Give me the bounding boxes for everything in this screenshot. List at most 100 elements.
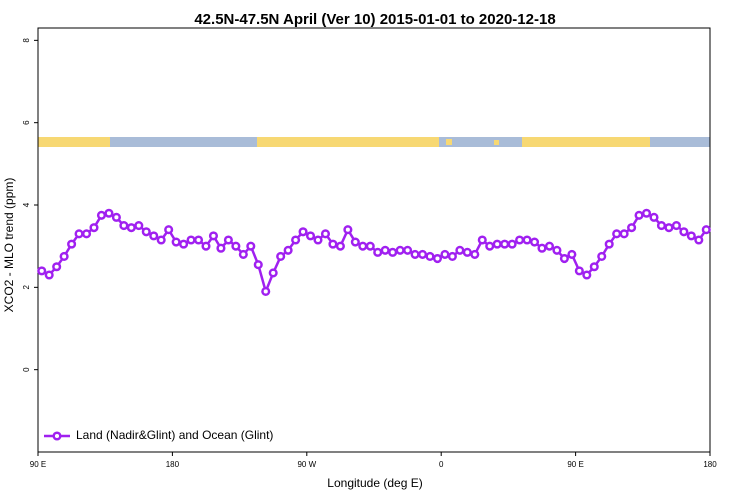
data-point — [373, 247, 383, 257]
data-point — [455, 245, 465, 255]
surface-strip — [38, 137, 710, 147]
data-point — [149, 231, 159, 241]
data-point — [52, 262, 62, 272]
data-point — [246, 241, 256, 251]
x-tick-label: 90 E — [567, 460, 583, 469]
data-point — [477, 235, 487, 245]
data-point — [417, 249, 428, 259]
data-point — [89, 223, 99, 233]
data-point — [335, 241, 345, 251]
data-point — [298, 227, 308, 237]
land-band — [522, 137, 650, 147]
data-point — [358, 241, 368, 251]
data-point — [462, 247, 472, 257]
data-point — [395, 245, 405, 255]
data-point — [44, 270, 54, 280]
data-point — [529, 237, 540, 247]
y-tick-label: 8 — [22, 38, 31, 43]
x-tick-label: 180 — [166, 460, 180, 469]
data-point — [582, 270, 592, 280]
data-point — [350, 237, 360, 247]
data-point — [432, 253, 443, 264]
x-tick-label: 90 W — [297, 460, 316, 469]
data-point — [559, 253, 569, 264]
data-point — [328, 239, 338, 249]
data-point — [522, 235, 532, 245]
data-point — [104, 208, 114, 218]
data-point — [186, 235, 196, 245]
y-tick-label: 6 — [22, 120, 31, 125]
legend-marker — [52, 431, 62, 441]
data-point — [537, 243, 547, 253]
data-point — [238, 249, 248, 259]
data-point — [447, 251, 457, 262]
data-point — [268, 268, 278, 278]
data-point — [111, 212, 121, 222]
data-point — [470, 249, 480, 259]
plot-frame — [37, 27, 711, 453]
data-point — [253, 260, 263, 270]
data-point — [403, 245, 413, 255]
data-point — [380, 245, 390, 255]
data-point — [283, 245, 293, 255]
data-point — [74, 229, 84, 239]
data-point — [134, 221, 144, 231]
data-point — [126, 223, 136, 233]
data-point — [664, 223, 674, 233]
data-point — [627, 223, 637, 233]
data-point — [365, 241, 375, 251]
data-point — [313, 235, 323, 245]
data-point — [567, 249, 577, 259]
data-point — [515, 235, 525, 245]
data-point — [686, 231, 696, 241]
data-point — [179, 239, 189, 249]
data-point — [500, 239, 510, 249]
data-point — [141, 227, 151, 237]
data-point — [320, 229, 331, 239]
data-point — [679, 227, 689, 237]
data-point — [410, 249, 420, 259]
data-point — [671, 221, 681, 231]
data-point — [612, 229, 622, 239]
data-point — [193, 235, 204, 245]
x-tick-label: 90 E — [30, 460, 46, 469]
data-point — [223, 235, 233, 245]
data-point — [574, 266, 584, 276]
data-point — [81, 229, 92, 239]
data-point — [649, 212, 659, 222]
x-tick-label: 180 — [703, 460, 717, 469]
y-tick-label: 2 — [22, 285, 31, 290]
land-band — [257, 137, 439, 147]
data-point — [67, 239, 77, 249]
land-band — [38, 137, 110, 147]
data-point — [694, 235, 704, 245]
land-band — [446, 139, 452, 145]
x-axis-label: Longitude (deg E) — [327, 476, 422, 490]
data-point — [343, 225, 353, 235]
data-point — [164, 225, 174, 235]
y-tick-label: 4 — [22, 202, 31, 207]
chart-title: 42.5N-47.5N April (Ver 10) 2015-01-01 to… — [194, 11, 555, 28]
data-point — [208, 231, 219, 241]
data-point — [589, 262, 599, 272]
data-point — [634, 210, 644, 220]
data-point — [492, 239, 502, 249]
data-point — [276, 251, 286, 262]
data-point — [701, 225, 711, 235]
legend-label: Land (Nadir&Glint) and Ocean (Glint) — [76, 428, 273, 442]
data-point — [425, 251, 435, 262]
data-point — [507, 239, 517, 249]
data-point — [604, 239, 614, 249]
x-tick-label: 0 — [439, 460, 444, 469]
data-point — [619, 229, 629, 239]
data-point — [485, 241, 495, 251]
data-point — [201, 241, 211, 251]
data-point — [37, 266, 47, 276]
data-point — [305, 231, 316, 241]
data-point — [59, 251, 69, 262]
data-point — [440, 249, 450, 259]
data-point — [216, 243, 226, 253]
y-axis-label: XCO2 - MLO trend (ppm) — [2, 178, 16, 313]
